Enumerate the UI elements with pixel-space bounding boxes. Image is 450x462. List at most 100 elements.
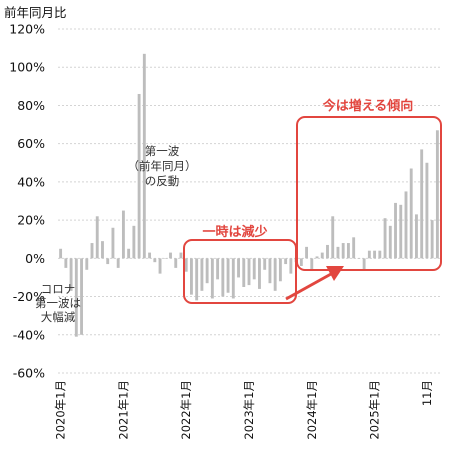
bar <box>85 258 89 270</box>
bar <box>435 130 439 259</box>
bar <box>216 258 220 280</box>
bar <box>320 252 324 259</box>
bar <box>420 149 424 259</box>
bar <box>299 258 303 266</box>
rebound-annotation-line2: （前年同月） <box>128 159 197 173</box>
bar <box>341 243 345 259</box>
rebound-annotation-line1: 第一波 <box>145 144 180 158</box>
bar <box>362 258 366 270</box>
bar <box>430 220 434 259</box>
bar <box>242 258 246 287</box>
bar <box>221 258 225 297</box>
bar <box>409 168 413 259</box>
bar <box>179 252 183 259</box>
bar <box>425 162 429 259</box>
bar <box>200 258 204 291</box>
bar <box>231 258 235 299</box>
bar <box>174 258 178 268</box>
corona-annotation-line3: 大幅減 <box>41 310 76 324</box>
increase-highlight-box <box>296 116 442 271</box>
y-tick-label: 120% <box>9 22 45 37</box>
bar <box>252 258 256 280</box>
y-tick-label: 0% <box>25 251 45 266</box>
trend-arrow <box>285 272 332 301</box>
corona-annotation-line2: 第一波は <box>35 296 81 310</box>
bar <box>101 241 104 259</box>
y-tick-label: -60% <box>13 366 45 381</box>
bar <box>64 258 68 268</box>
y-tick-label: -20% <box>13 289 45 304</box>
bar <box>127 248 131 259</box>
bar <box>80 258 83 335</box>
bar <box>326 244 329 259</box>
bar <box>111 227 115 259</box>
bar <box>289 258 293 274</box>
bar <box>388 225 392 259</box>
bar <box>415 214 418 259</box>
bar <box>352 237 356 259</box>
bar <box>205 258 209 284</box>
bar <box>346 243 350 259</box>
x-tick-label: 2020年1月 <box>54 380 68 440</box>
bar <box>132 225 136 259</box>
y-tick-label: 20% <box>17 213 45 228</box>
bar <box>195 258 199 301</box>
bar <box>315 256 319 259</box>
bar <box>383 218 387 259</box>
y-tick-label: 100% <box>9 60 45 75</box>
bar <box>90 243 94 259</box>
corona-annotation-line1: コロナ <box>41 282 76 296</box>
x-tick-label: 2024年1月 <box>305 380 319 440</box>
y-tick-label: 80% <box>17 98 45 113</box>
y-axis-label: 前年同月比 <box>4 5 67 20</box>
x-tick-labels: 2020年1月 2021年1月 2022年1月 2023年1月 2024年1月 2025年… <box>54 380 434 440</box>
y-tick-label: -40% <box>13 327 45 342</box>
bar <box>226 258 230 293</box>
bar <box>163 258 167 259</box>
bar <box>305 246 309 259</box>
x-tick-label: 2023年1月 <box>242 380 256 440</box>
bar <box>121 210 125 259</box>
bar <box>116 258 120 268</box>
bar <box>247 258 251 286</box>
bar <box>278 258 282 282</box>
x-tick-label: 2025年1月 <box>368 380 382 440</box>
bar <box>336 246 340 259</box>
bar <box>237 258 240 278</box>
bar <box>153 258 157 263</box>
y-tick-label: 60% <box>17 136 45 151</box>
bar <box>210 258 214 299</box>
bar <box>404 191 408 259</box>
bar <box>373 250 377 259</box>
bar <box>142 53 146 259</box>
bar <box>399 204 403 259</box>
x-tick-label: 2021年1月 <box>116 380 130 440</box>
bar <box>310 258 314 270</box>
bar <box>394 202 397 259</box>
bar <box>331 216 335 259</box>
gridlines <box>58 28 440 374</box>
bar <box>137 93 141 259</box>
bar <box>95 216 99 259</box>
bar <box>74 258 78 337</box>
bar <box>273 258 277 291</box>
bar <box>169 252 172 259</box>
bar <box>69 258 73 291</box>
bar <box>158 258 162 274</box>
increase-annotation: 今は増える傾向 <box>322 98 414 114</box>
decrease-highlight-box <box>183 239 297 304</box>
bar <box>357 258 361 259</box>
bar <box>184 258 188 272</box>
bar <box>263 258 267 270</box>
bar <box>189 258 193 295</box>
x-tick-label: 2022年1月 <box>179 380 193 440</box>
bar <box>258 258 261 289</box>
y-tick-labels: 120% 100% 80% 60% 40% 20% 0% -20% -40% -60% <box>9 22 45 381</box>
bar <box>378 250 382 259</box>
bar <box>59 248 63 259</box>
bars <box>59 53 439 337</box>
x-tick-label: 11月 <box>420 380 434 406</box>
bar <box>148 252 152 259</box>
y-tick-label: 40% <box>17 174 45 189</box>
bar <box>268 258 272 284</box>
